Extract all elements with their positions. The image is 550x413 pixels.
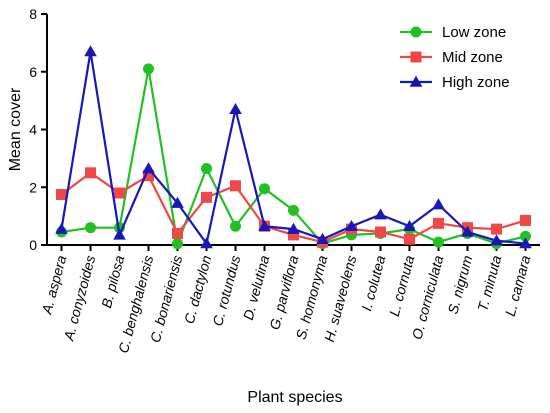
data-point [345, 219, 358, 231]
data-point [433, 236, 444, 248]
data-point [84, 45, 97, 57]
y-tick-label: 0 [29, 237, 37, 253]
data-point [287, 222, 300, 234]
data-point [229, 102, 242, 115]
data-point [143, 170, 154, 182]
x-tick-label: L. cornuta [386, 253, 418, 317]
series-low-zone [56, 63, 531, 250]
data-point [316, 232, 329, 244]
x-axis-title: Plant species [247, 389, 342, 406]
data-point [172, 227, 183, 239]
x-tick-label: G. parviflora [266, 253, 301, 331]
data-point [56, 188, 67, 200]
series-layer [55, 45, 532, 250]
legend-item: High zone [400, 74, 510, 91]
x-tick-label: S. nigrum [444, 253, 475, 315]
legend-marker [409, 75, 423, 87]
series-high-zone [55, 45, 532, 249]
data-point [519, 237, 532, 249]
data-point [259, 183, 270, 195]
data-point [172, 238, 183, 250]
legend: Low zone Mid zone High zone [400, 24, 510, 91]
data-point [461, 225, 474, 237]
x-tick-label: L. camara [502, 253, 534, 317]
data-point [201, 191, 212, 203]
data-point [201, 162, 212, 174]
data-point [374, 208, 387, 220]
data-point [375, 226, 386, 238]
data-point [520, 214, 531, 226]
data-point [85, 167, 96, 179]
data-point [55, 222, 68, 234]
data-point [520, 230, 531, 242]
data-point [143, 63, 154, 75]
data-point [491, 223, 502, 235]
series-line [61, 67, 526, 245]
legend-label: Mid zone [442, 49, 503, 66]
x-tick-label: C. rotundus [209, 254, 243, 328]
data-point [200, 237, 213, 249]
x-tick-label: I. colutea [358, 253, 388, 312]
y-tick-label: 2 [29, 179, 37, 195]
data-point [403, 219, 416, 231]
data-point [288, 229, 299, 241]
legend-item: Mid zone [400, 49, 503, 66]
x-tick-label: A. aspera [38, 253, 69, 316]
y-tick-label: 6 [29, 64, 37, 80]
data-point [85, 222, 96, 234]
legend-label: High zone [442, 74, 510, 91]
legend-item: Low zone [400, 24, 506, 41]
data-point [490, 234, 503, 246]
x-tick-label: B. pilosa [98, 253, 127, 309]
data-point [114, 187, 125, 199]
legend-marker [410, 26, 422, 38]
data-point [171, 196, 184, 208]
x-tick-label: D. velutina [240, 253, 273, 321]
data-point [404, 233, 415, 245]
legend-label: Low zone [442, 24, 506, 41]
x-tick-label: T. minuta [474, 253, 504, 312]
data-point [230, 180, 241, 192]
data-point [288, 204, 299, 216]
data-point [258, 219, 271, 231]
data-point [230, 220, 241, 232]
y-tick-label: 4 [29, 122, 37, 138]
y-axis-title: Mean cover [7, 87, 24, 171]
data-point [142, 162, 155, 174]
x-tick-label: C. dactylon [181, 253, 215, 325]
data-point [432, 198, 445, 210]
y-tick-label: 8 [29, 6, 37, 22]
data-point [433, 217, 444, 229]
legend-marker [410, 51, 422, 63]
data-point [113, 228, 126, 240]
